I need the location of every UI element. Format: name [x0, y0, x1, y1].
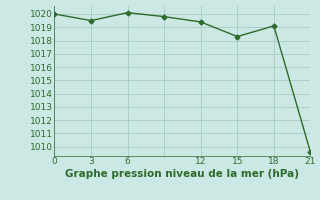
X-axis label: Graphe pression niveau de la mer (hPa): Graphe pression niveau de la mer (hPa) — [65, 169, 300, 179]
